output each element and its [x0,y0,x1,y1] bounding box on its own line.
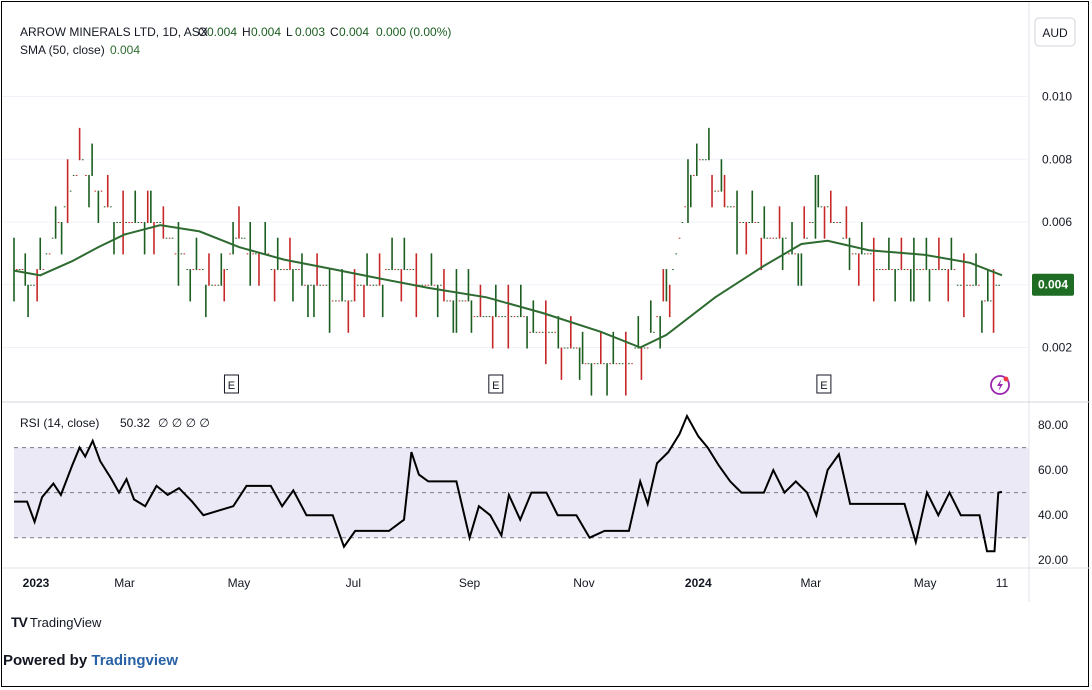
last-price-label: 0.004 [1038,278,1068,292]
time-axis[interactable]: 2023 Mar May Jul Sep Nov 2024 Mar May 11 [23,576,1009,590]
earnings-marker-label: E [228,380,235,392]
price-tick-label: 0.008 [1042,152,1072,166]
currency-button[interactable] [1034,17,1076,47]
earnings-marker-label: E [492,380,499,392]
legend-ohlc-value-l: 0.003 [295,25,325,39]
time-tick-label: Sep [459,576,481,590]
earnings-marker-label: E [820,380,827,392]
rsi-tick-label: 60.00 [1038,463,1068,477]
price-tick-label: 0.010 [1042,90,1072,104]
legend-sma-value: 0.004 [110,43,140,57]
price-tick-label: 0.006 [1042,215,1072,229]
powered-by-prefix: Powered by [3,652,92,669]
rsi-line[interactable] [14,413,1003,553]
rsi-axis[interactable]: 80.00 60.00 40.00 20.00 [1038,418,1068,567]
time-tick-label: May [228,576,251,590]
price-gridlines [2,96,1029,348]
legend-symbol: ARROW MINERALS LTD, 1D, ASX [20,25,208,39]
sma-line[interactable] [13,224,1003,349]
rsi-legend-extras: ∅ ∅ ∅ ∅ [158,416,210,430]
legend-ohlc: O 0.004 H 0.004 L 0.003 C 0.004 0.000 (0.00%) [198,25,451,39]
rsi-legend-value: 50.32 [120,416,150,430]
lightning-icon[interactable] [990,375,1010,395]
rsi-tick-label: 80.00 [1038,418,1068,432]
powered-by-brand[interactable]: Tradingview [91,652,179,669]
earnings-marker[interactable] [488,374,504,394]
time-tick-label: May [914,576,937,590]
sma-line-layer[interactable] [13,224,1003,349]
legend-ohlc-key-l: L [286,25,293,39]
tradingview-logo-text: TradingView [29,614,102,630]
rsi-tick-label: 20.00 [1038,553,1068,567]
tradingview-logo[interactable]: TV TradingView [11,614,101,630]
time-tick-label: Jul [346,576,361,590]
earnings-marker[interactable] [223,374,239,394]
legend-change: 0.000 (0.00%) [376,25,451,39]
legend-ohlc-value-o: 0.004 [207,25,237,39]
time-tick-label: 2023 [23,576,50,590]
legend-ohlc-value-c: 0.004 [339,25,369,39]
tradingview-logo-icon: TV [11,614,28,630]
ohlc-bars[interactable] [13,127,1000,396]
time-tick-label: Mar [800,576,821,590]
legend-ohlc-key-c: C [330,25,339,39]
time-tick-label: 11 [996,576,1009,590]
time-tick-label: Mar [114,576,135,590]
legend-ohlc-key-h: H [242,25,251,39]
rsi-tick-label: 40.00 [1038,508,1068,522]
legend-ohlc-value-h: 0.004 [251,25,281,39]
earnings-marker[interactable] [816,374,832,394]
last-price-badge [1032,273,1074,296]
currency-label: AUD [1042,26,1068,40]
time-tick-label: Nov [573,576,594,590]
legend-sma-label: SMA (50, close) [20,43,105,57]
rsi-legend-label: RSI (14, close) [20,416,99,430]
rsi-line-layer[interactable] [14,413,1003,553]
legend-ohlc-key-o: O [198,25,207,39]
price-tick-label: 0.002 [1042,340,1072,354]
time-tick-label: 2024 [685,576,712,590]
powered-by-caption: Powered by Tradingview [3,652,178,669]
